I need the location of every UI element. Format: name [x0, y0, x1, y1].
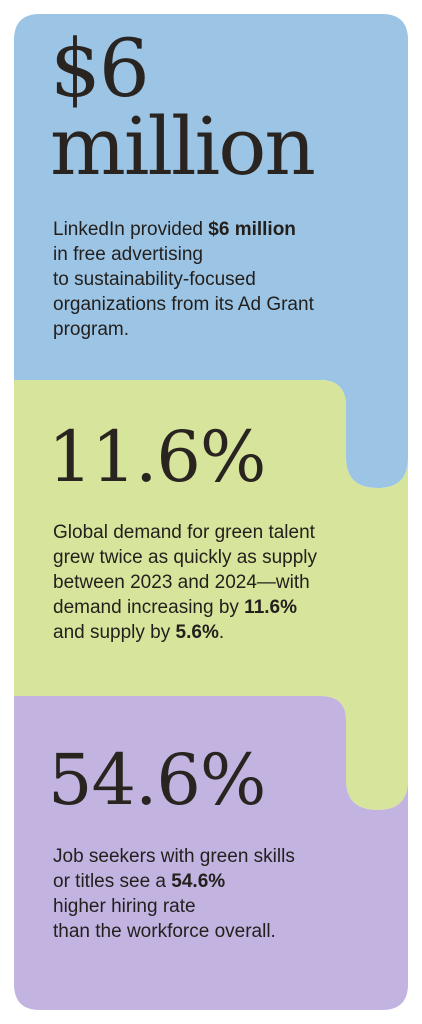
stat1-line5: program. — [53, 319, 130, 340]
stat1-line1-bold: $6 million — [208, 219, 296, 240]
stat2-line1: Global demand for green talent — [53, 522, 315, 543]
stat3-headline: 54.6% — [48, 739, 266, 821]
stat1-line1-text: LinkedIn provided — [53, 219, 209, 240]
stat2-line5: and supply by 5.6%. — [53, 620, 373, 645]
stat3-line2-bold: 54.6% — [171, 871, 226, 892]
stat2-line2: grew twice as quickly as supply — [53, 547, 317, 568]
stat3-line2-text: or titles see a — [53, 871, 172, 892]
stat1-headline: $6 million — [50, 22, 316, 193]
stat3-line3: higher hiring rate — [53, 896, 196, 917]
stat2-line5-text: and supply by — [53, 622, 176, 643]
stat2-line4: demand increasing by 11.6% — [53, 595, 373, 620]
stat1-line3: to sustainability-focused — [53, 269, 256, 290]
stat1-line4: organizations from its Ad Grant — [53, 294, 314, 315]
stat1-line1: LinkedIn provided $6 million — [53, 217, 353, 242]
blue-panel — [14, 14, 408, 488]
stat1-headline-line2: million — [50, 100, 316, 193]
stat2-line5-end: . — [218, 622, 225, 643]
stat3-description: Job seekers with green skills or titles … — [53, 844, 373, 944]
stat1-description: LinkedIn provided $6 million in free adv… — [53, 217, 353, 342]
stat3-line1: Job seekers with green skills — [53, 846, 295, 867]
stat3-line4: than the workforce overall. — [53, 921, 276, 942]
stat2-line3: between 2023 and 2024—with — [53, 572, 310, 593]
stat2-line4-text: demand increasing by — [53, 597, 245, 618]
stat1-headline-line1: $6 — [50, 22, 150, 115]
stat2-line5-bold: 5.6% — [175, 622, 219, 643]
stat2-headline: 11.6% — [48, 416, 266, 498]
stat3-line2: or titles see a 54.6% — [53, 869, 373, 894]
green-panel — [14, 380, 408, 810]
stat2-description: Global demand for green talent grew twic… — [53, 520, 373, 645]
stat1-line2: in free advertising — [53, 244, 203, 265]
stat2-line4-bold: 11.6% — [244, 597, 297, 618]
purple-panel — [14, 696, 408, 1010]
